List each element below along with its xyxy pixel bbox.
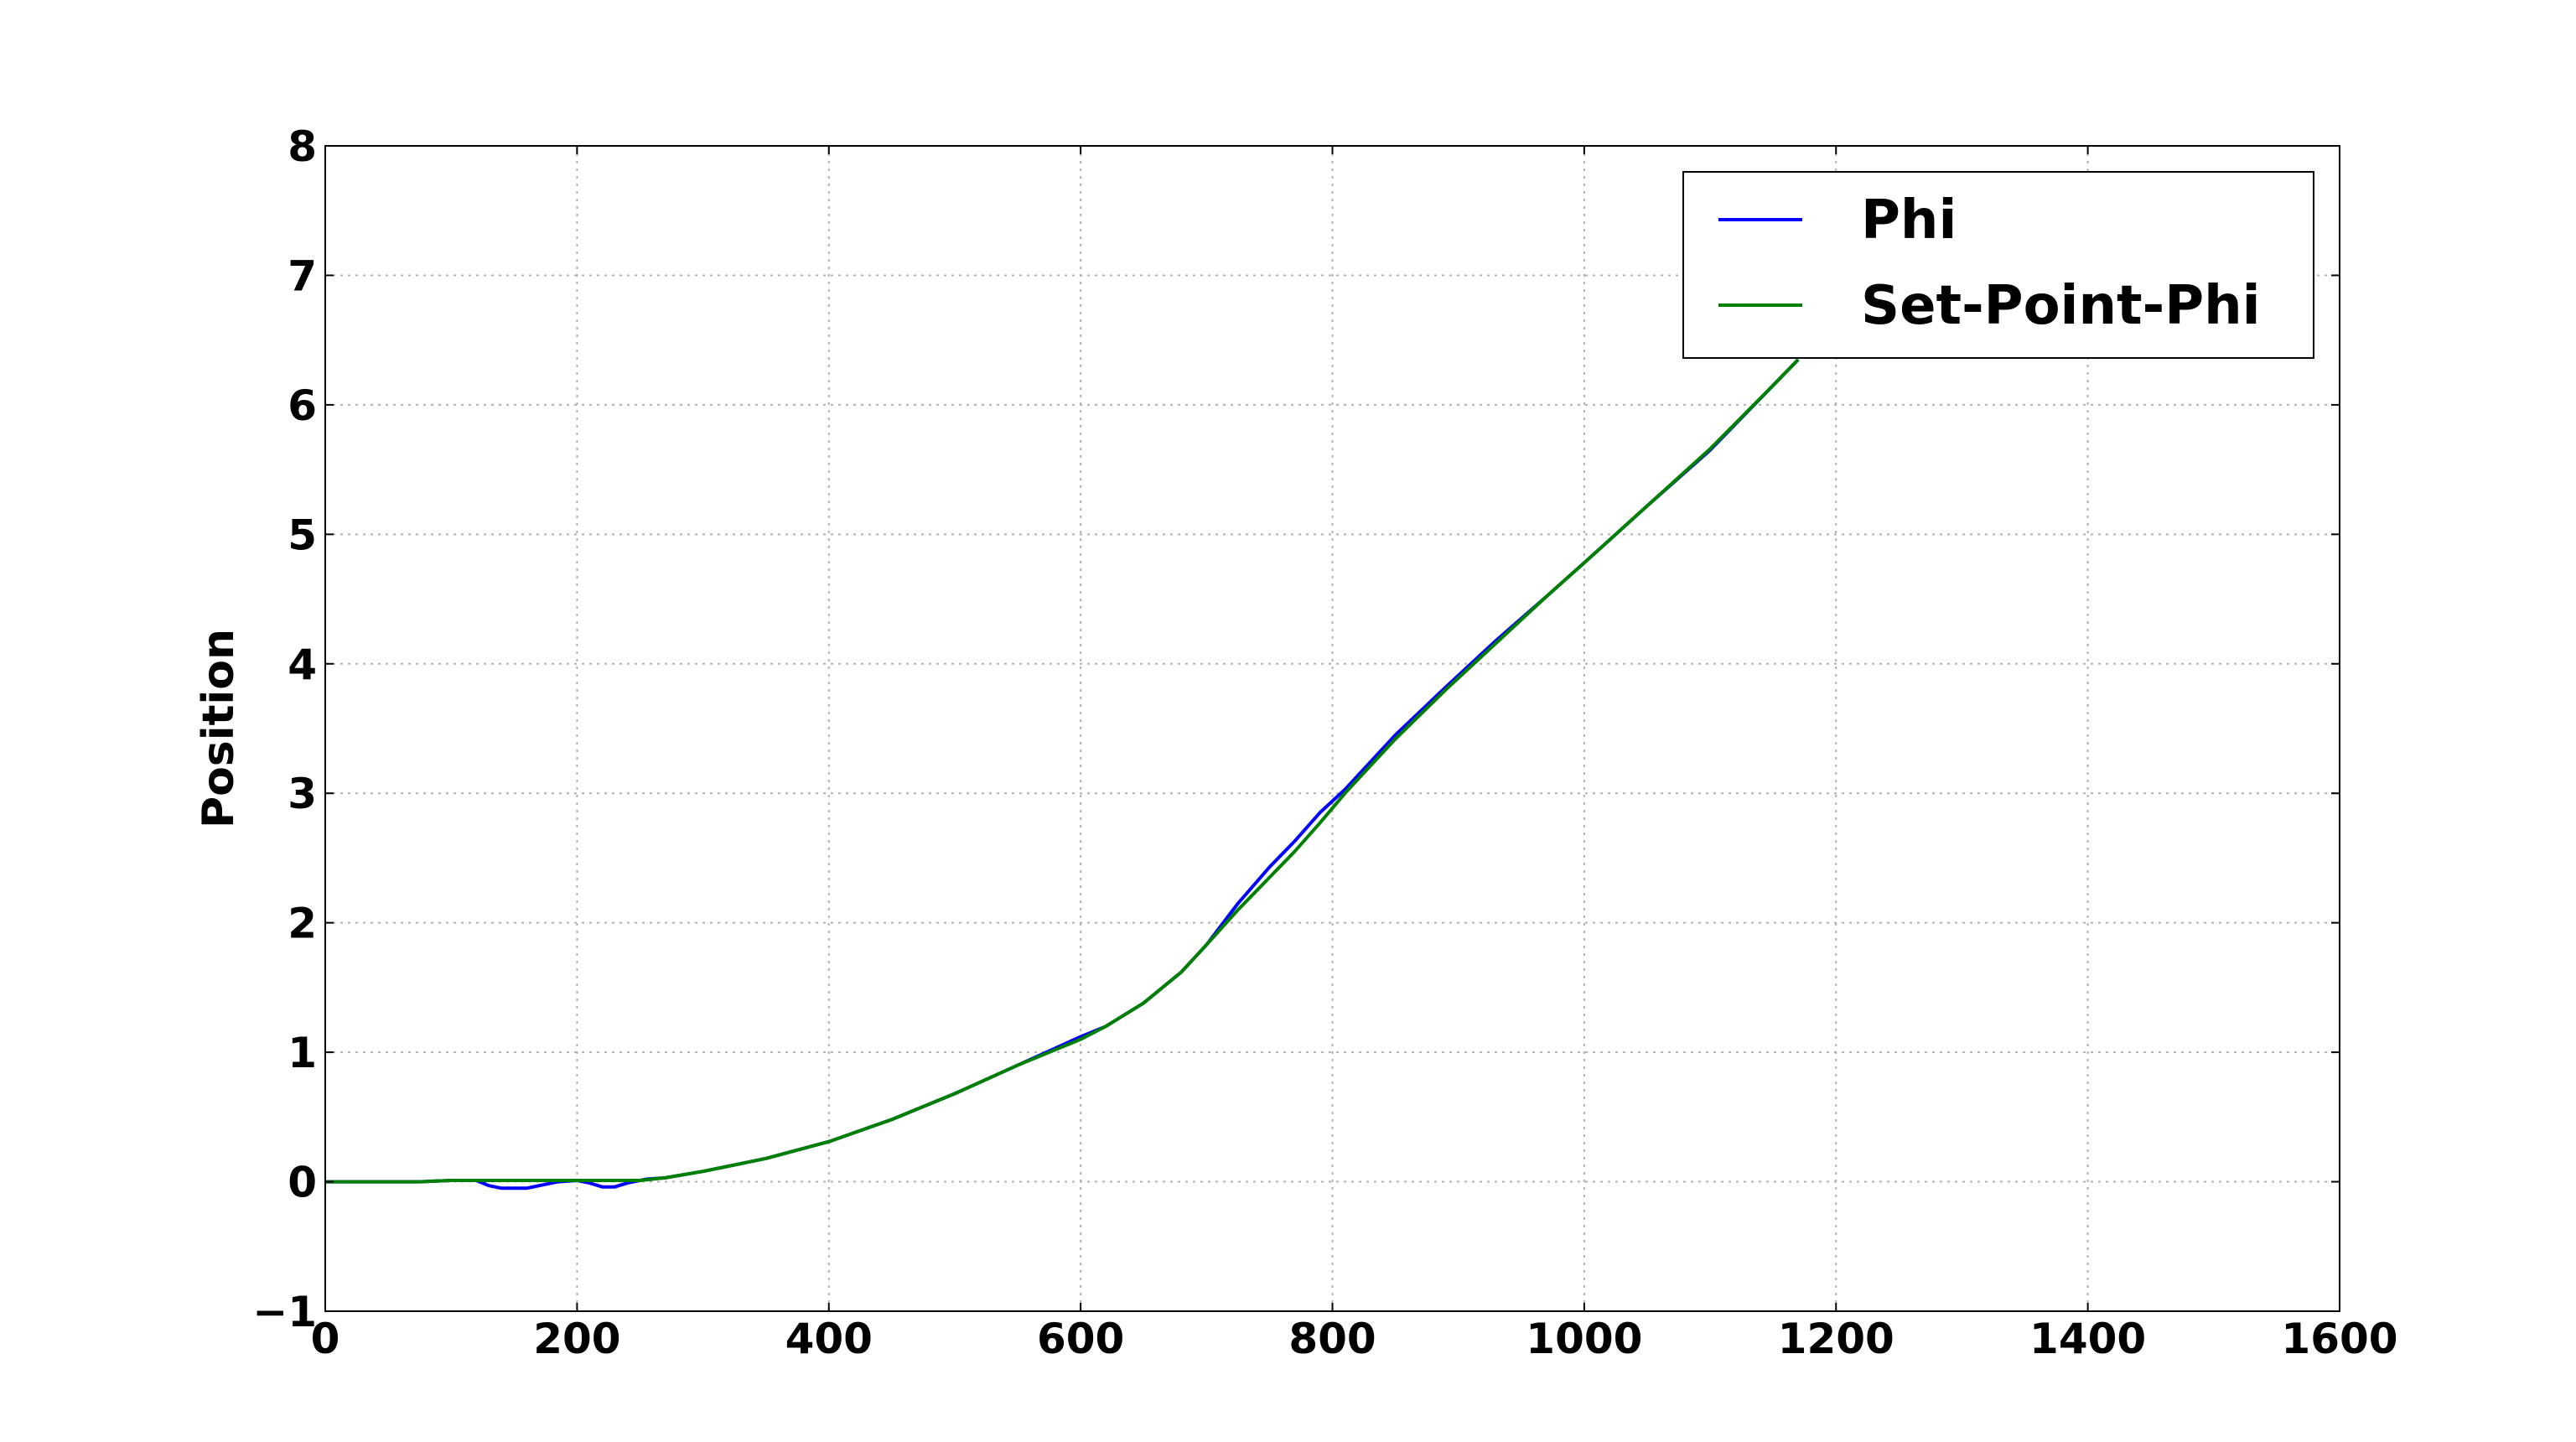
legend-box: [1682, 171, 2314, 359]
grid: [325, 146, 2340, 1311]
series-lines: [325, 358, 1800, 1190]
y-axis-label: Position: [194, 629, 244, 828]
legend: Phi Set-Point-Phi: [1682, 171, 2314, 359]
x-tick-label: 1200: [1778, 1315, 1894, 1363]
x-tick-label: 0: [311, 1315, 340, 1363]
x-tick-label: 400: [785, 1315, 873, 1363]
y-tick-label: 4: [288, 641, 317, 689]
series-line-set-point-phi: [325, 358, 1800, 1184]
y-tick-label: −1: [252, 1288, 317, 1336]
y-tick-label: 6: [288, 381, 317, 430]
series-line-phi: [325, 358, 1800, 1190]
y-tick-label: 3: [288, 770, 317, 818]
x-tick-label: 600: [1037, 1315, 1124, 1363]
y-tick-label: 7: [288, 252, 317, 300]
y-tick-label: 1: [288, 1029, 317, 1077]
x-tick-label: 800: [1288, 1315, 1376, 1363]
y-tick-label: 0: [288, 1159, 317, 1207]
x-tick-label: 1600: [2281, 1315, 2397, 1363]
x-tick-label: 1000: [1526, 1315, 1642, 1363]
x-tick-label: 200: [533, 1315, 620, 1363]
x-tick-label: 1400: [2029, 1315, 2146, 1363]
y-tick-label: 8: [288, 122, 317, 171]
y-tick-label: 5: [288, 511, 317, 559]
y-tick-label: 2: [288, 900, 317, 948]
legend-label-phi: Phi: [1861, 189, 1957, 252]
legend-label-set-point-phi: Set-Point-Phi: [1861, 275, 2261, 337]
